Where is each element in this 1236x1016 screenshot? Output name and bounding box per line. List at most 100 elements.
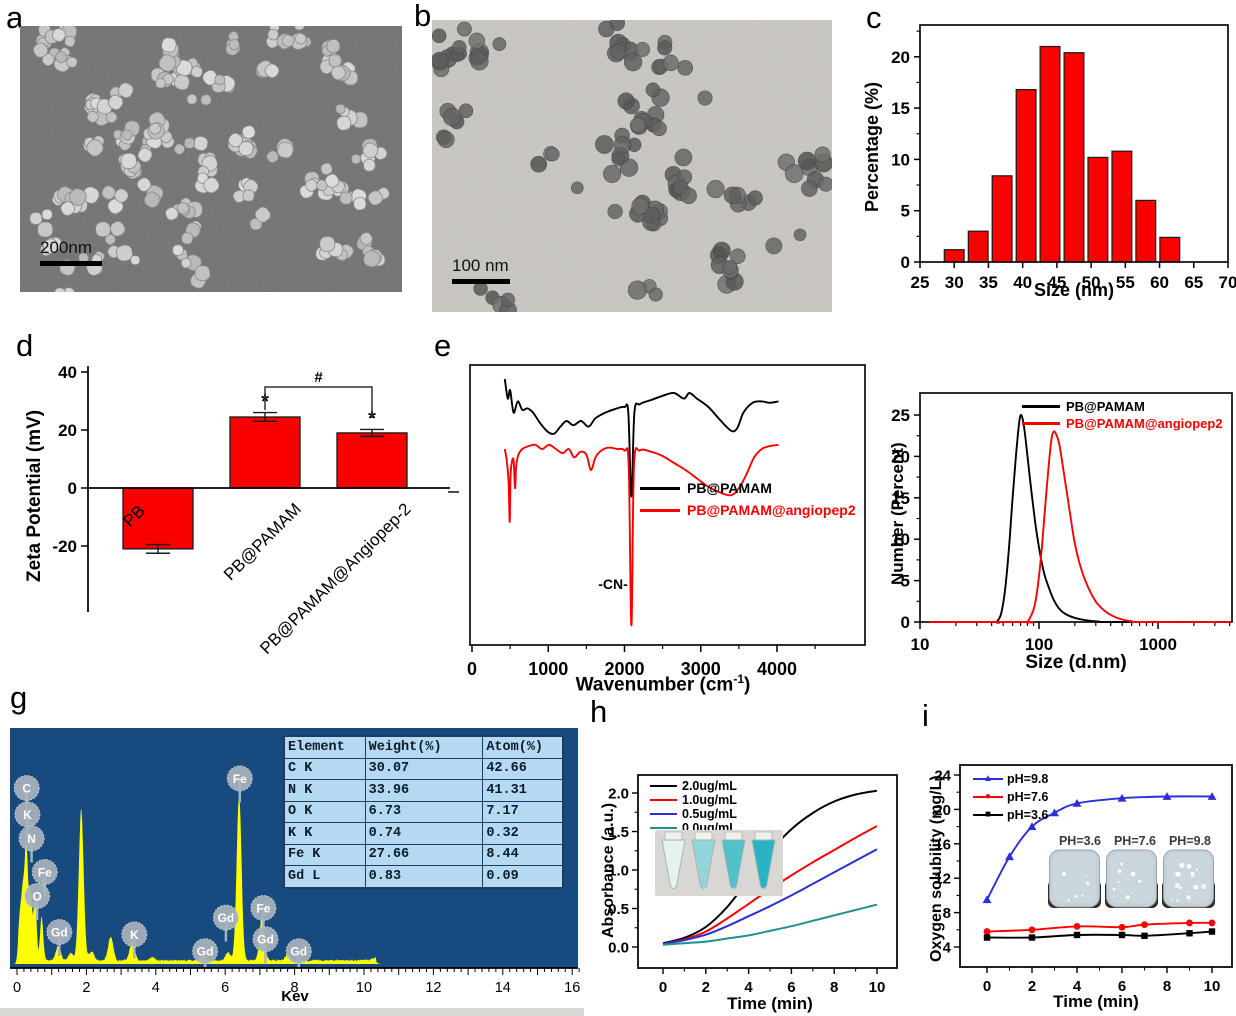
svg-text:65: 65 xyxy=(1184,273,1203,292)
svg-text:0: 0 xyxy=(467,659,477,679)
svg-text:24: 24 xyxy=(934,768,951,785)
svg-text:4: 4 xyxy=(943,940,952,957)
eds-table-row: Fe K 27.66 8.44 xyxy=(283,843,564,866)
scale-bar-a: 200nm xyxy=(40,238,102,266)
svg-text:3000: 3000 xyxy=(681,659,721,679)
oxygen-markers xyxy=(982,792,1217,904)
legend-label: PB@PAMAM xyxy=(687,480,772,496)
eds-table-cell: 8.44 xyxy=(482,843,564,866)
svg-text:0.0: 0.0 xyxy=(608,940,629,957)
g-x-axis-label: Kev xyxy=(281,988,309,1005)
svg-text:100: 100 xyxy=(1025,635,1053,654)
panel-g-label: g xyxy=(10,680,28,715)
cn-peak-annotation: -CN- xyxy=(598,576,628,592)
panel-e-label: e xyxy=(434,328,452,363)
svg-text:20: 20 xyxy=(891,48,910,67)
svg-text:15: 15 xyxy=(891,99,910,118)
oxygen-markers xyxy=(983,919,1216,935)
svg-text:5: 5 xyxy=(901,572,910,591)
svg-text:*: * xyxy=(368,408,376,430)
dls-trace xyxy=(929,413,1231,624)
panel-h-label: h xyxy=(590,694,608,729)
scale-bar-b-label: 100 nm xyxy=(452,256,509,275)
svg-text:0: 0 xyxy=(13,980,21,996)
ftir-trace xyxy=(503,378,779,498)
e-x-axis-label: Wavenumber (cm-1) xyxy=(575,672,751,696)
legend-swatch xyxy=(1022,405,1060,408)
svg-text:O: O xyxy=(32,890,41,904)
eds-table-row: C K 30.07 42.66 xyxy=(283,757,564,780)
svg-text:20: 20 xyxy=(891,447,910,466)
svg-text:50: 50 xyxy=(1082,273,1101,292)
panel-b-label: b xyxy=(414,0,432,33)
oxygen-curve xyxy=(986,795,1213,901)
c-y-axis-label: Percentage (%) xyxy=(862,81,882,212)
svg-text:2: 2 xyxy=(82,980,90,996)
sem-micrograph xyxy=(20,26,402,292)
ftir-legend: PB@PAMAM PB@PAMAM@angiopep2 xyxy=(640,477,856,521)
legend-item: PB@PAMAM xyxy=(1022,398,1223,415)
i-y-axis-label: Oxygen solubility (mg/L) xyxy=(928,775,945,962)
svg-text:Fe: Fe xyxy=(256,902,270,916)
svg-text:Gd: Gd xyxy=(51,926,68,940)
eds-table-cell: 0.32 xyxy=(482,822,564,845)
oxygen-curve xyxy=(986,930,1213,939)
legend-item: ▲ pH=9.8 xyxy=(973,770,1048,788)
legend-item: 1.0ug/mL xyxy=(650,793,737,807)
h-y-axis-label: Absorbance (a.u.) xyxy=(600,802,617,938)
svg-text:2: 2 xyxy=(1028,978,1036,995)
svg-text:1.5: 1.5 xyxy=(608,824,629,841)
svg-text:12: 12 xyxy=(425,980,441,996)
legend-item: ● pH=7.6 xyxy=(973,788,1048,806)
svg-text:0: 0 xyxy=(901,253,910,272)
scale-bar-b-line xyxy=(452,279,510,284)
eds-table-cell: 0.83 xyxy=(364,865,484,888)
svg-text:N: N xyxy=(27,832,36,846)
ftir-chart: 0 1000 2000 3000 4000 xyxy=(448,364,866,679)
legend-swatch xyxy=(640,486,680,490)
svg-text:14: 14 xyxy=(495,980,511,996)
svg-text:4: 4 xyxy=(1073,978,1082,995)
svg-text:Gd: Gd xyxy=(257,933,274,947)
svg-text:Gd: Gd xyxy=(197,945,214,959)
eds-table-header: Weight(%) xyxy=(364,735,484,759)
svg-text:0: 0 xyxy=(901,613,910,632)
eds-table-cell: 30.07 xyxy=(364,757,484,780)
svg-text:15: 15 xyxy=(891,489,910,508)
svg-text:-20: -20 xyxy=(52,537,77,556)
size-histogram-chart: 25 30 35 40 45 50 55 60 65 70 0 5 10 15 20 xyxy=(891,24,1236,292)
svg-text:6: 6 xyxy=(1118,978,1126,995)
svg-text:60: 60 xyxy=(1150,273,1169,292)
dls-legend: PB@PAMAM PB@PAMAM@angiopep2 xyxy=(1022,398,1223,432)
d-y-axis-label: Zeta Potential (mV) xyxy=(24,409,45,582)
svg-text:40: 40 xyxy=(58,363,77,382)
svg-text:20: 20 xyxy=(58,421,77,440)
svg-text:6: 6 xyxy=(787,979,795,996)
svg-text:0: 0 xyxy=(659,979,667,996)
svg-text:10: 10 xyxy=(891,150,910,169)
dls-chart: 0 5 10 15 20 25 10 100 1000 xyxy=(891,392,1233,654)
svg-text:10: 10 xyxy=(911,635,930,654)
i-x-axis-label: Time (min) xyxy=(1053,992,1139,1011)
eds-table-cell: C K xyxy=(283,757,366,780)
svg-text:0.5: 0.5 xyxy=(608,901,629,918)
legend-swatch: ● xyxy=(973,792,1003,802)
svg-text:20: 20 xyxy=(934,802,951,819)
legend-label: 1.0ug/mL xyxy=(682,793,737,807)
svg-text:8: 8 xyxy=(291,980,299,996)
legend-swatch xyxy=(650,798,677,802)
svg-text:25: 25 xyxy=(911,273,930,292)
legend-label: 0.5ug/mL xyxy=(682,807,737,821)
svg-text:0: 0 xyxy=(68,479,77,498)
panel-c-label: c xyxy=(866,0,882,35)
tubes-inset-photo xyxy=(655,830,783,896)
legend-swatch xyxy=(650,826,677,830)
legend-label: pH=3.6 xyxy=(1007,808,1049,822)
tem-micrograph xyxy=(432,20,832,312)
svg-text:PB@PAMAM: PB@PAMAM xyxy=(220,499,305,584)
svg-text:10: 10 xyxy=(1204,978,1221,995)
